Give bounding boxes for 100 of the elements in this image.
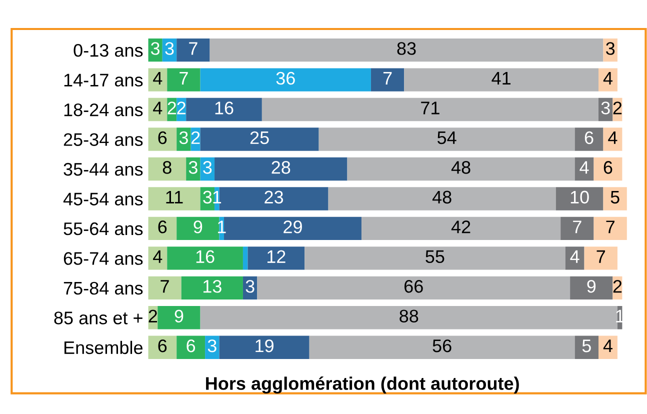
data-label: 3 — [601, 102, 610, 114]
bar — [603, 187, 627, 210]
bar — [328, 187, 556, 210]
data-label: 25 — [250, 131, 269, 144]
bar — [167, 246, 243, 270]
data-label: 7 — [189, 42, 198, 55]
data-label: 3 — [179, 131, 188, 144]
y-tick-label: 35-44 ans — [64, 162, 143, 176]
bar — [219, 187, 328, 210]
bar — [574, 336, 598, 359]
data-label: 4 — [608, 132, 618, 144]
bar — [574, 128, 604, 151]
y-tick-label: 25-34 ans — [64, 133, 143, 146]
data-label: 4 — [153, 102, 162, 114]
bar — [304, 246, 566, 270]
data-label: 55 — [426, 250, 444, 264]
bar — [224, 216, 362, 240]
bar — [257, 276, 570, 300]
data-label: 6 — [584, 131, 594, 144]
bar — [148, 187, 200, 210]
data-label: 23 — [264, 190, 284, 204]
data-label: 3 — [150, 42, 160, 55]
data-label: 4 — [603, 340, 612, 352]
data-label: 4 — [570, 250, 580, 263]
data-label: 42 — [451, 220, 470, 234]
bar — [370, 68, 404, 92]
data-label: 7 — [160, 280, 169, 293]
bar — [361, 216, 561, 240]
bar — [186, 98, 262, 122]
data-label: 2 — [168, 102, 176, 114]
y-tick-label: 65-74 ans — [64, 252, 143, 265]
bar — [594, 216, 627, 240]
y-tick-label: 14-17 ans — [64, 74, 143, 87]
bar — [219, 336, 310, 359]
bar — [210, 38, 604, 62]
y-tick-label: 85 ans et + — [54, 312, 142, 324]
data-label: 5 — [610, 190, 620, 204]
data-label: 7 — [383, 72, 392, 84]
y-tick-label: 45-54 ans — [63, 192, 143, 206]
data-label: 4 — [153, 72, 162, 84]
data-label: 11 — [166, 190, 183, 204]
data-label: 9 — [174, 310, 184, 322]
text: Hors agglomération (dont autoroute) — [206, 376, 519, 394]
data-label: 9 — [194, 220, 202, 234]
bar — [148, 336, 177, 359]
data-label: 2 — [191, 131, 200, 144]
data-label: 3 — [188, 161, 198, 174]
bar — [570, 276, 613, 300]
data-label: 6 — [604, 161, 612, 174]
data-label: 3 — [203, 161, 212, 174]
data-label: 16 — [215, 102, 234, 114]
bar — [556, 187, 604, 210]
data-label: 3 — [246, 280, 254, 293]
data-label: 3 — [165, 42, 174, 55]
bar — [200, 306, 618, 330]
data-label: 2 — [148, 310, 158, 322]
data-label: 48 — [451, 161, 470, 174]
data-label: 83 — [397, 42, 416, 55]
data-label: 3 — [208, 339, 216, 352]
bar — [148, 128, 177, 151]
data-label: 7 — [596, 250, 605, 263]
bar — [347, 157, 575, 181]
data-label: 71 — [421, 102, 440, 114]
data-label: 28 — [272, 161, 290, 174]
y-tick-label: Ensemble — [64, 340, 143, 354]
bar — [200, 128, 319, 151]
bar — [176, 336, 206, 359]
y-tick-label: 18-24 ans — [64, 103, 143, 116]
bar — [167, 68, 200, 92]
data-label: 6 — [158, 131, 167, 144]
bar — [176, 128, 191, 151]
data-label: 2 — [177, 102, 186, 114]
bar — [584, 246, 618, 270]
data-label: 7 — [180, 72, 188, 84]
data-label: 4 — [153, 250, 162, 263]
data-label: 3 — [606, 42, 615, 55]
bar — [148, 246, 168, 270]
bar — [148, 157, 186, 181]
data-label: 9 — [587, 280, 596, 293]
data-label: 19 — [256, 339, 274, 352]
data-label: 54 — [437, 132, 456, 144]
bar — [574, 157, 594, 181]
data-label: 4 — [580, 161, 589, 174]
data-label: 36 — [276, 72, 295, 85]
data-label: 8 — [162, 161, 172, 174]
data-label: 7 — [573, 220, 582, 234]
bar — [148, 68, 168, 92]
data-label: 10 — [570, 190, 589, 204]
bar — [200, 68, 371, 92]
bar — [214, 157, 348, 181]
data-label: 4 — [603, 72, 612, 84]
data-label: 2 — [613, 102, 622, 114]
data-label: 6 — [158, 339, 167, 352]
bar — [309, 336, 575, 359]
bar — [262, 98, 598, 122]
data-label: 7 — [606, 220, 614, 234]
bar — [242, 246, 248, 270]
bar — [603, 128, 622, 151]
bar — [565, 246, 584, 270]
bar — [148, 216, 177, 240]
